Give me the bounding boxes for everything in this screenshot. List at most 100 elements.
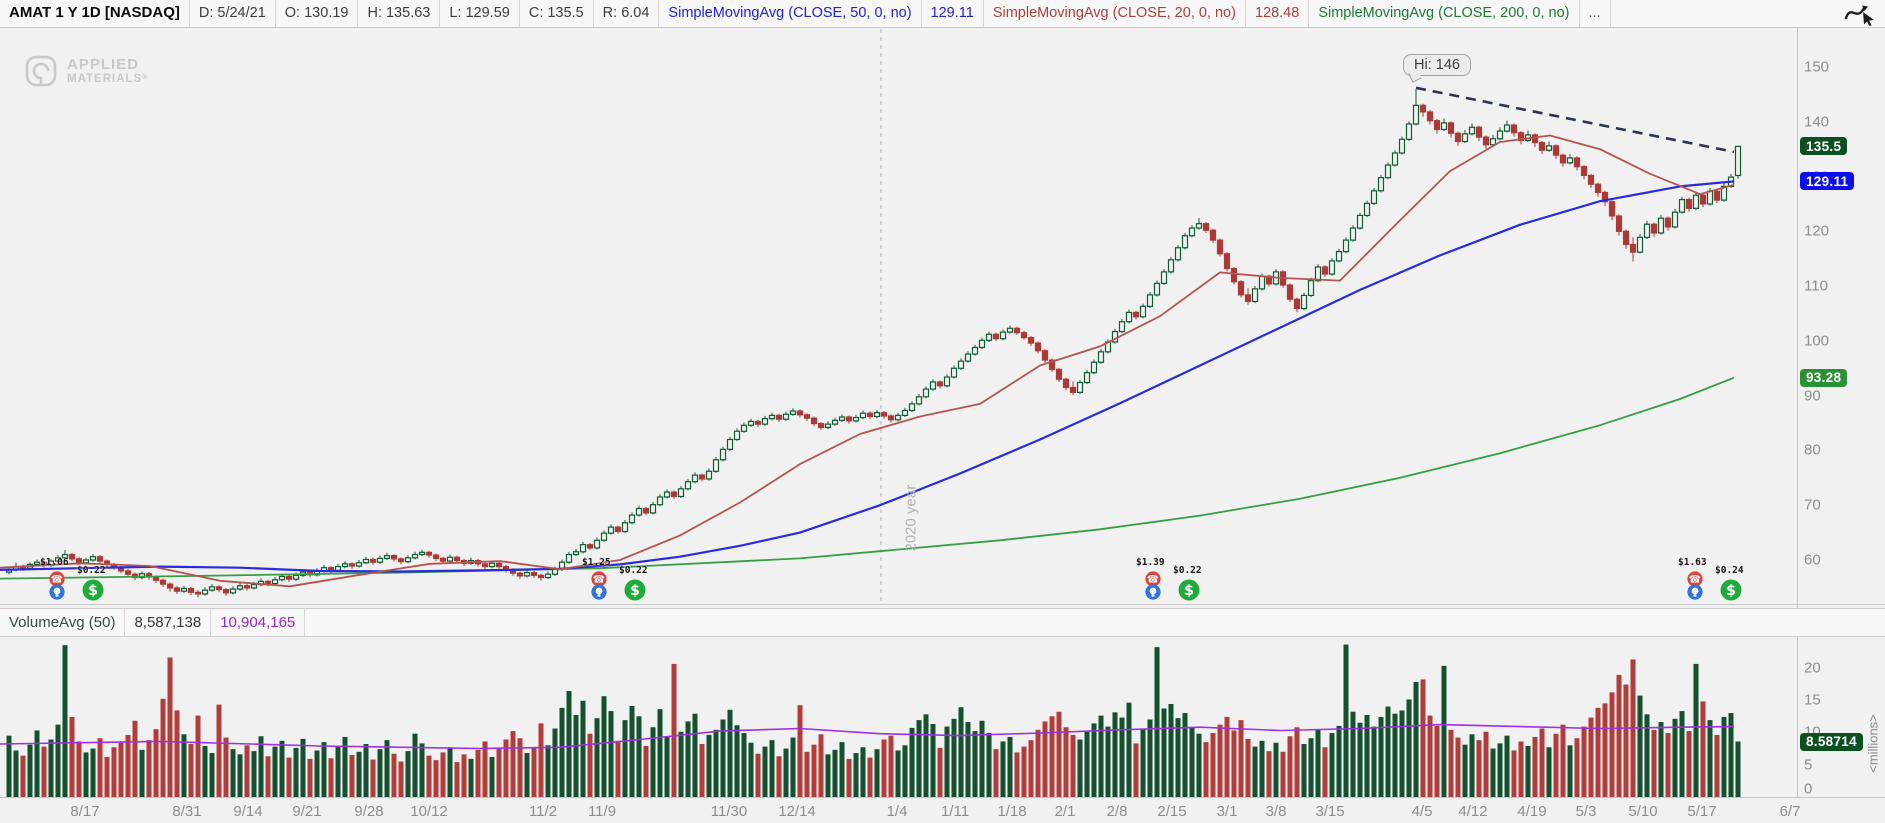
svg-text:$: $	[88, 583, 98, 599]
volume-unit-label: <millions>	[1865, 714, 1881, 773]
dividend-icon[interactable]: $	[624, 579, 646, 606]
last-price-badge: 135.5	[1800, 137, 1848, 156]
study-label[interactable]: SimpleMovingAvg (CLOSE, 20, 0, no)	[984, 0, 1246, 27]
date-tick: 6/7	[1779, 803, 1801, 820]
sma50-value-badge: 129.11	[1800, 172, 1855, 191]
svg-text:$: $	[1726, 583, 1736, 599]
date-tick: 4/5	[1411, 803, 1433, 820]
ohlc-field: C: 135.5	[520, 0, 594, 27]
conference-call-icon[interactable]: ☎	[591, 571, 607, 592]
idea-marker-icon[interactable]	[49, 584, 65, 605]
volume-baseline	[0, 797, 1885, 798]
volume-avg-line	[0, 723, 1735, 750]
dividend-amount-label: $1.63	[1678, 557, 1707, 568]
price-tick: 60	[1804, 551, 1821, 569]
date-tick: 3/15	[1315, 803, 1345, 820]
conference-call-icon[interactable]: ☎	[49, 571, 65, 592]
date-tick: 11/30	[710, 803, 748, 820]
study-label[interactable]: SimpleMovingAvg (CLOSE, 200, 0, no)	[1309, 0, 1580, 27]
ohlc-field: H: 135.63	[358, 0, 441, 27]
year-divider-label: 2020 year	[902, 484, 920, 552]
ohlc-field: R: 6.04	[594, 0, 660, 27]
idea-marker-icon[interactable]	[1145, 584, 1161, 605]
ohlc-field: D: 5/24/21	[190, 0, 276, 27]
svg-text:☎: ☎	[1689, 575, 1701, 586]
svg-text:☎: ☎	[1147, 575, 1159, 586]
study-value: 129.11	[922, 0, 984, 27]
ohlc-field: O: 130.19	[276, 0, 359, 27]
volume-avg-study-label[interactable]: VolumeAvg (50)	[0, 609, 126, 636]
dividend-amount-label: $0.22	[1173, 565, 1202, 576]
date-tick: 8/31	[172, 803, 202, 820]
date-tick: 4/12	[1458, 803, 1488, 820]
svg-text:☎: ☎	[51, 575, 63, 586]
conference-call-icon[interactable]: ☎	[1145, 571, 1161, 592]
svg-text:$: $	[1184, 583, 1194, 599]
sma200-line	[0, 376, 1735, 580]
date-tick: 9/28	[354, 803, 384, 820]
date-tick: 11/2	[528, 803, 558, 820]
volume-tick: 15	[1804, 691, 1821, 709]
date-tick: 1/11	[940, 803, 970, 820]
volume-value: 8,587,138	[125, 609, 212, 636]
svg-text:$: $	[630, 583, 640, 599]
dividend-icon[interactable]: $	[82, 579, 104, 606]
symbol-title: AMAT 1 Y 1D [NASDAQ]	[0, 0, 190, 27]
price-axis-line	[1797, 28, 1798, 798]
volume-value-badge: 8.58714	[1800, 732, 1863, 751]
date-tick: 1/18	[997, 803, 1027, 820]
volume-avg-value: 10,904,165	[211, 609, 306, 636]
date-tick: 2/15	[1157, 803, 1187, 820]
price-tick: 140	[1804, 113, 1830, 131]
pane-divider[interactable]	[0, 604, 1885, 605]
volume-tick: 0	[1804, 780, 1813, 798]
date-tick: 10/12	[410, 803, 448, 820]
studies-overflow-button[interactable]: ...	[1580, 0, 1611, 27]
study-label[interactable]: SimpleMovingAvg (CLOSE, 50, 0, no)	[659, 0, 922, 27]
dividend-amount-label: $1.39	[1136, 557, 1165, 568]
chart-header-bar: AMAT 1 Y 1D [NASDAQ] D: 5/24/21 O: 130.19…	[0, 0, 1885, 28]
volume-header-bar: VolumeAvg (50) 8,587,138 10,904,165	[0, 608, 1885, 637]
ohlc-fields: D: 5/24/21 O: 130.19 H: 135.63 L: 129.59 C: …	[190, 0, 660, 27]
dividend-amount-label: $0.22	[619, 565, 648, 576]
price-tick: 100	[1804, 332, 1830, 350]
date-tick: 9/14	[233, 803, 263, 820]
idea-marker-icon[interactable]	[1687, 584, 1703, 605]
volume-bars-group	[6, 644, 1741, 797]
volume-tick: 5	[1804, 756, 1813, 774]
dividend-icon[interactable]: $	[1720, 579, 1742, 606]
ohlc-field: L: 129.59	[440, 0, 520, 27]
dividend-amount-label: $1.25	[582, 557, 611, 568]
study-labels: SimpleMovingAvg (CLOSE, 50, 0, no) 129.11…	[659, 0, 1580, 27]
sma20-line	[0, 134, 1735, 588]
date-tick: 2/8	[1106, 803, 1128, 820]
price-tick: 80	[1804, 441, 1821, 459]
price-tick: 90	[1804, 387, 1821, 405]
date-tick: 8/17	[70, 803, 100, 820]
date-tick: 11/9	[587, 803, 617, 820]
drawing-cursor-icon[interactable]	[1837, 0, 1885, 27]
applied-materials-logo-icon	[25, 55, 57, 87]
date-tick: 12/14	[778, 803, 816, 820]
sma200-value-badge: 93.28	[1800, 368, 1848, 387]
date-tick: 5/3	[1575, 803, 1597, 820]
svg-text:☎: ☎	[593, 575, 605, 586]
applied-materials-watermark: APPLIED MATERIALS®	[24, 54, 148, 88]
date-tick: 5/17	[1687, 803, 1717, 820]
resistance-trendline[interactable]	[1415, 86, 1735, 154]
date-tick: 4/19	[1517, 803, 1547, 820]
price-tick: 150	[1804, 58, 1830, 76]
high-price-annotation[interactable]: Hi: 146	[1403, 54, 1471, 76]
date-tick: 3/8	[1265, 803, 1287, 820]
volume-tick: 20	[1804, 659, 1821, 677]
dividend-icon[interactable]: $	[1178, 579, 1200, 606]
idea-marker-icon[interactable]	[591, 584, 607, 605]
date-tick: 5/10	[1628, 803, 1658, 820]
study-value: 128.48	[1246, 0, 1310, 27]
conference-call-icon[interactable]: ☎	[1687, 571, 1703, 592]
dividend-amount-label: $0.22	[77, 565, 106, 576]
date-tick: 3/1	[1216, 803, 1238, 820]
date-tick: 2/1	[1054, 803, 1076, 820]
